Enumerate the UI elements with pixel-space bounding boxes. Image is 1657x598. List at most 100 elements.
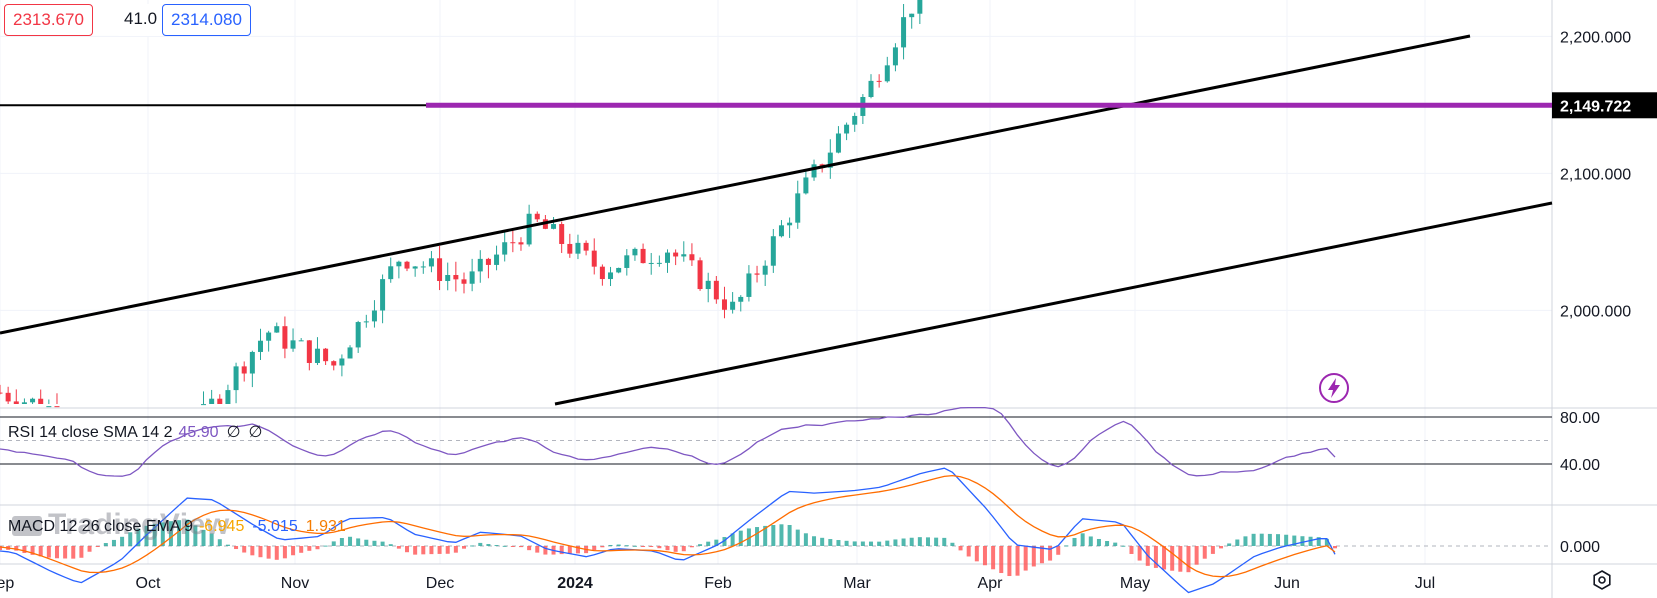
rsi-tick-label: 40.00 xyxy=(1560,457,1600,474)
macd-histogram-bar xyxy=(445,546,450,554)
candle-body xyxy=(591,250,597,267)
candle-body xyxy=(909,13,915,18)
time-label: Mar xyxy=(843,575,871,592)
macd-histogram-bar xyxy=(575,546,580,554)
macd-histogram-bar xyxy=(1300,536,1305,546)
candle-body xyxy=(624,255,630,268)
macd-histogram-bar xyxy=(1072,537,1077,546)
candle-body xyxy=(827,152,833,168)
candle-body xyxy=(331,361,337,366)
macd-histogram-bar xyxy=(453,546,458,553)
candle-body xyxy=(868,80,874,98)
macd-histogram-bar xyxy=(698,544,703,546)
macd-histogram-bar xyxy=(225,544,230,546)
candle-body xyxy=(233,366,239,391)
candle-body xyxy=(811,164,817,178)
macd-histogram-bar xyxy=(470,545,475,547)
macd-histogram-bar xyxy=(372,540,377,546)
candle-body xyxy=(599,266,605,280)
candle-body xyxy=(314,348,320,363)
candle-body xyxy=(551,224,557,229)
macd-histogram-bar xyxy=(421,546,426,555)
macd-histogram-bar xyxy=(331,541,336,546)
macd-histogram-bar xyxy=(836,540,841,546)
candle-body xyxy=(469,271,475,284)
macd-histogram-bar xyxy=(1113,542,1118,546)
rsi-legend[interactable]: RSI 14 close SMA 14 2 45.90 ∅ ∅ xyxy=(8,422,262,442)
macd-histogram-bar xyxy=(779,524,784,546)
rsi-na-2: ∅ xyxy=(248,424,263,441)
macd-histogram-bar xyxy=(1202,546,1207,559)
macd-histogram-bar xyxy=(925,537,930,546)
candle-body xyxy=(673,252,679,257)
candle-body xyxy=(249,351,255,374)
lightning-icon[interactable] xyxy=(1318,372,1350,404)
tradingview-watermark: TradingView xyxy=(12,508,230,542)
macd-histogram-bar xyxy=(1064,545,1069,547)
macd-legend[interactable]: MACD 12 26 close EMA 9 -6.945 -5.015 1.931 xyxy=(8,518,346,536)
macd-histogram-bar xyxy=(168,521,173,546)
macd-histogram-bar xyxy=(1015,546,1020,576)
time-label: 2024 xyxy=(557,575,593,592)
macd-histogram-bar xyxy=(478,542,483,546)
macd-histogram-bar xyxy=(1284,534,1289,546)
macd-histogram-bar xyxy=(1080,533,1085,546)
macd-histogram-bar xyxy=(1007,546,1012,577)
candle-body xyxy=(616,267,622,273)
candle-body xyxy=(298,340,304,342)
rsi-tick-label: 80.00 xyxy=(1560,410,1600,427)
macd-histogram-bar xyxy=(1316,537,1321,546)
candle-body xyxy=(917,0,923,14)
candle-body xyxy=(282,326,288,349)
macd-histogram-bar xyxy=(706,541,711,546)
time-label: Oct xyxy=(136,575,161,592)
candle-body xyxy=(510,242,516,244)
macd-histogram-bar xyxy=(966,546,971,557)
macd-histogram-bar xyxy=(120,536,125,546)
macd-histogram-bar xyxy=(1031,546,1036,567)
macd-histogram-bar xyxy=(877,541,882,546)
candle-body xyxy=(274,326,280,333)
candle-body xyxy=(803,177,809,194)
candle-body xyxy=(404,261,410,269)
macd-histogram-bar xyxy=(616,544,621,546)
macd-histogram-bar xyxy=(1259,533,1264,546)
macd-histogram-bar xyxy=(1048,546,1053,561)
macd-histogram-bar xyxy=(1023,546,1028,571)
macd-histogram-bar xyxy=(673,546,678,552)
macd-histogram-bar xyxy=(600,546,605,548)
candle-body xyxy=(608,272,614,280)
candle-body xyxy=(0,392,3,394)
candle-body xyxy=(388,266,394,280)
macd-histogram-bar xyxy=(1039,546,1044,564)
macd-histogram-bar xyxy=(893,539,898,546)
time-label: Dec xyxy=(426,575,454,592)
ask-price-box[interactable]: 2314.080 xyxy=(162,4,251,36)
macd-histogram-bar xyxy=(738,530,743,546)
macd-histogram-bar xyxy=(209,533,214,546)
macd-histogram-bar xyxy=(632,545,637,547)
macd-histogram-bar xyxy=(152,523,157,546)
candle-body xyxy=(876,80,882,82)
candle-body xyxy=(640,248,646,264)
time-label: Jun xyxy=(1274,575,1300,592)
candle-body xyxy=(21,402,27,404)
macd-histogram-bar xyxy=(974,546,979,562)
settings-gear-icon[interactable] xyxy=(1592,570,1612,590)
macd-histogram-bar xyxy=(730,533,735,546)
macd-histogram-bar xyxy=(201,529,206,546)
macd-histogram-bar xyxy=(22,546,27,553)
macd-histogram-bar xyxy=(950,542,955,546)
candle-body xyxy=(559,224,565,244)
macd-histogram-bar xyxy=(543,546,548,555)
candle-body xyxy=(363,321,369,323)
macd-histogram-bar xyxy=(234,546,239,550)
macd-histogram-bar xyxy=(1137,546,1142,561)
bid-price-box[interactable]: 2313.670 xyxy=(4,4,93,36)
candle-body xyxy=(835,133,841,153)
macd-histogram-bar xyxy=(909,537,914,546)
macd-histogram-bar xyxy=(681,546,686,552)
macd-histogram-bar xyxy=(242,546,247,553)
candle-body xyxy=(38,398,44,404)
